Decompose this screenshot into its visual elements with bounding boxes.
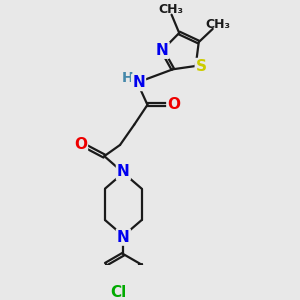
Text: N: N bbox=[132, 75, 145, 90]
Text: Cl: Cl bbox=[110, 285, 126, 300]
Text: N: N bbox=[117, 164, 130, 179]
Text: S: S bbox=[196, 59, 207, 74]
Text: O: O bbox=[167, 97, 180, 112]
Text: CH₃: CH₃ bbox=[159, 3, 184, 16]
Text: N: N bbox=[117, 230, 130, 244]
Text: O: O bbox=[74, 137, 87, 152]
Text: H: H bbox=[122, 71, 134, 85]
Text: CH₃: CH₃ bbox=[206, 18, 231, 31]
Text: N: N bbox=[156, 43, 169, 58]
